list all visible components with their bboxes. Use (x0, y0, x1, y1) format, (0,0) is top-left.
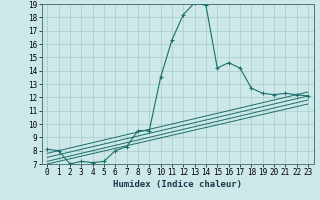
X-axis label: Humidex (Indice chaleur): Humidex (Indice chaleur) (113, 180, 242, 189)
